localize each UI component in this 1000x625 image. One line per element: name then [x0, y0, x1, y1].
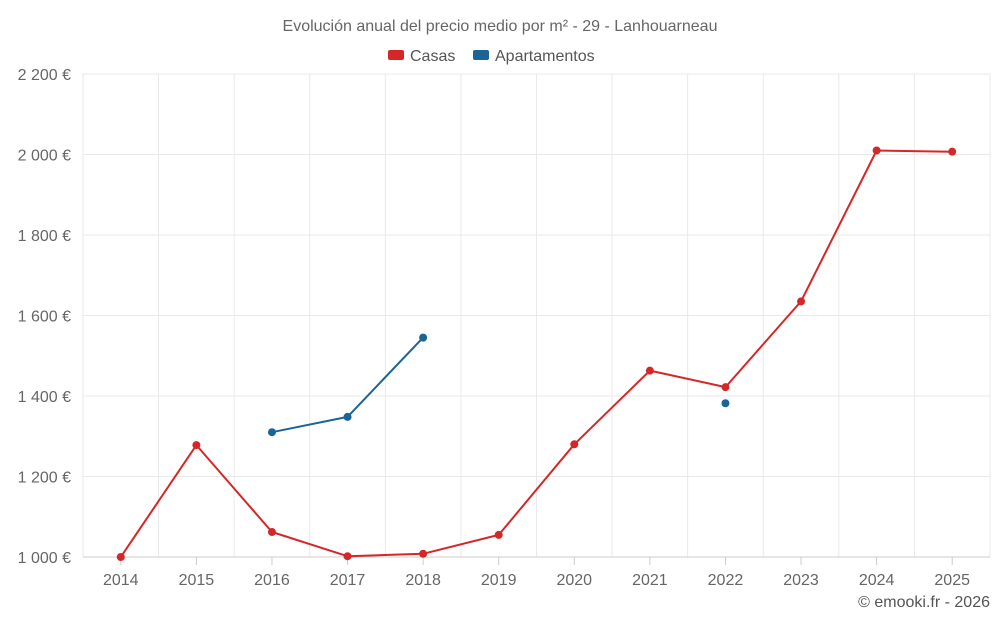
data-point-casas[interactable]	[192, 441, 201, 450]
x-tick-label: 2020	[556, 572, 592, 589]
data-point-casas[interactable]	[948, 147, 957, 156]
y-tick-label: 1 000 €	[18, 550, 71, 567]
x-tick-label: 2024	[859, 572, 895, 589]
legend-swatch-apartamentos	[473, 50, 489, 60]
data-point-casas[interactable]	[494, 530, 503, 539]
y-tick-label: 2 200 €	[18, 67, 71, 84]
x-tick-label: 2018	[405, 572, 441, 589]
credit: © emooki.fr - 2026	[858, 594, 990, 611]
data-point-casas[interactable]	[116, 553, 125, 561]
data-point-casas[interactable]	[419, 549, 428, 558]
legend-item-casas[interactable]: Casas	[388, 48, 455, 65]
y-tick-label: 1 800 €	[18, 228, 71, 245]
y-tick-label: 1 600 €	[18, 309, 71, 326]
x-tick-label: 2014	[103, 572, 139, 589]
x-tick-label: 2021	[632, 572, 668, 589]
data-point-apartamentos[interactable]	[267, 428, 276, 437]
x-tick-label: 2015	[179, 572, 215, 589]
series-apartamentos	[267, 333, 730, 437]
legend-label-apartamentos: Apartamentos	[495, 48, 595, 65]
data-point-casas[interactable]	[645, 366, 654, 375]
grid	[82, 73, 991, 557]
y-tick-label: 1 200 €	[18, 470, 71, 487]
axes: 1 000 € 1 200 € 1 400 € 1 600 € 1 800 € 2 000…	[18, 67, 990, 589]
legend-item-apartamentos[interactable]: Apartamentos	[473, 48, 595, 65]
legend: Casas Apartamentos	[388, 48, 595, 65]
legend-label-casas: Casas	[410, 48, 455, 65]
series-line-casas	[119, 149, 953, 558]
data-point-apartamentos[interactable]	[721, 399, 730, 408]
data-point-casas[interactable]	[267, 528, 276, 537]
x-tick-label: 2025	[934, 572, 970, 589]
x-tick-label: 2019	[481, 572, 517, 589]
chart-title: Evolución anual del precio medio por m² …	[283, 18, 718, 35]
x-tick-label: 2022	[708, 572, 744, 589]
data-point-casas[interactable]	[872, 146, 881, 155]
series	[116, 146, 957, 561]
x-tick-label: 2023	[783, 572, 819, 589]
series-line-apartamentos	[272, 338, 726, 433]
data-point-apartamentos[interactable]	[419, 333, 428, 342]
legend-swatch-casas	[388, 50, 404, 60]
data-point-casas[interactable]	[570, 440, 579, 449]
data-point-casas[interactable]	[721, 383, 730, 392]
x-tick-label: 2016	[254, 572, 290, 589]
data-point-casas[interactable]	[343, 552, 352, 561]
data-point-casas[interactable]	[797, 297, 806, 306]
y-tick-label: 2 000 €	[18, 148, 71, 165]
data-point-apartamentos[interactable]	[343, 412, 352, 421]
x-tick-label: 2017	[330, 572, 366, 589]
y-tick-label: 1 400 €	[18, 389, 71, 406]
series-casas	[116, 146, 957, 561]
